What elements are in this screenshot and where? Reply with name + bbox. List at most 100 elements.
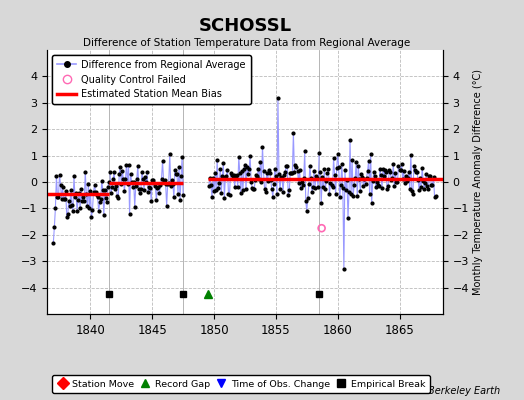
Point (218, 173, 226, 179)
Point (374, 182, 382, 188)
Point (376, 166, 384, 172)
Point (223, 166, 232, 173)
Point (315, 150, 323, 156)
Point (64, 197, 73, 204)
Point (361, 175, 369, 182)
Point (96, 196, 105, 202)
Point (117, 181, 126, 187)
Point (120, 188, 128, 194)
Point (430, 193, 439, 200)
Point (221, 174, 230, 180)
Point (121, 176, 129, 182)
Point (126, 170, 135, 177)
Point (368, 178, 377, 184)
Point (114, 194, 123, 201)
Point (353, 193, 362, 200)
Point (377, 172, 385, 178)
Point (260, 186, 269, 192)
Point (104, 184, 112, 190)
Point (271, 173, 280, 180)
Point (81, 169, 90, 175)
Point (292, 164, 301, 171)
Point (156, 182, 165, 188)
Point (370, 173, 379, 179)
Point (108, 184, 116, 190)
Point (381, 166, 389, 173)
Point (286, 170, 294, 176)
Point (153, 185, 161, 192)
Point (431, 193, 440, 199)
Point (212, 186, 220, 193)
Point (160, 177, 169, 184)
Point (277, 174, 285, 180)
Point (375, 183, 383, 190)
Point (231, 184, 239, 190)
Point (351, 175, 359, 181)
Point (294, 179, 303, 186)
Point (63, 211, 72, 218)
Point (92, 192, 101, 198)
Point (270, 181, 278, 187)
Point (274, 94, 282, 101)
Point (397, 161, 406, 167)
Point (256, 158, 265, 165)
Point (359, 183, 368, 190)
Point (210, 188, 219, 195)
Point (234, 184, 242, 190)
Point (302, 198, 310, 204)
Point (289, 130, 298, 136)
Point (427, 182, 435, 188)
Point (401, 172, 410, 179)
Point (205, 182, 213, 189)
Point (174, 191, 182, 197)
Point (152, 197, 160, 203)
Point (312, 173, 320, 180)
Point (94, 208, 103, 215)
Point (322, 178, 331, 184)
Point (75, 189, 83, 196)
Point (378, 184, 386, 191)
Point (115, 170, 124, 177)
Point (356, 188, 365, 194)
Point (95, 199, 104, 206)
Point (365, 191, 374, 197)
Point (93, 194, 102, 201)
Point (399, 168, 408, 174)
Point (54, 194, 63, 200)
Point (424, 186, 432, 192)
Point (303, 195, 312, 201)
Point (242, 185, 250, 192)
Point (155, 190, 163, 196)
Point (222, 172, 231, 179)
Point (106, 169, 114, 176)
Point (414, 176, 422, 183)
Point (122, 162, 130, 168)
Point (86, 188, 95, 194)
Point (77, 186, 85, 193)
Point (244, 171, 252, 177)
Point (369, 169, 378, 176)
Point (350, 181, 358, 188)
Point (130, 204, 139, 210)
Point (358, 174, 367, 180)
Point (348, 157, 356, 163)
Point (333, 151, 342, 157)
Point (107, 190, 115, 196)
Point (408, 188, 416, 194)
Point (340, 266, 348, 272)
Point (71, 193, 79, 200)
Point (138, 169, 146, 176)
Point (110, 168, 118, 175)
Point (393, 179, 401, 185)
Point (58, 196, 66, 203)
Point (57, 182, 65, 188)
Point (334, 164, 343, 170)
Point (326, 180, 335, 186)
Point (62, 214, 71, 220)
Point (418, 164, 427, 171)
Point (317, 200, 325, 207)
Point (235, 154, 243, 160)
Point (391, 170, 400, 176)
Point (302, 208, 311, 214)
Point (88, 214, 96, 220)
